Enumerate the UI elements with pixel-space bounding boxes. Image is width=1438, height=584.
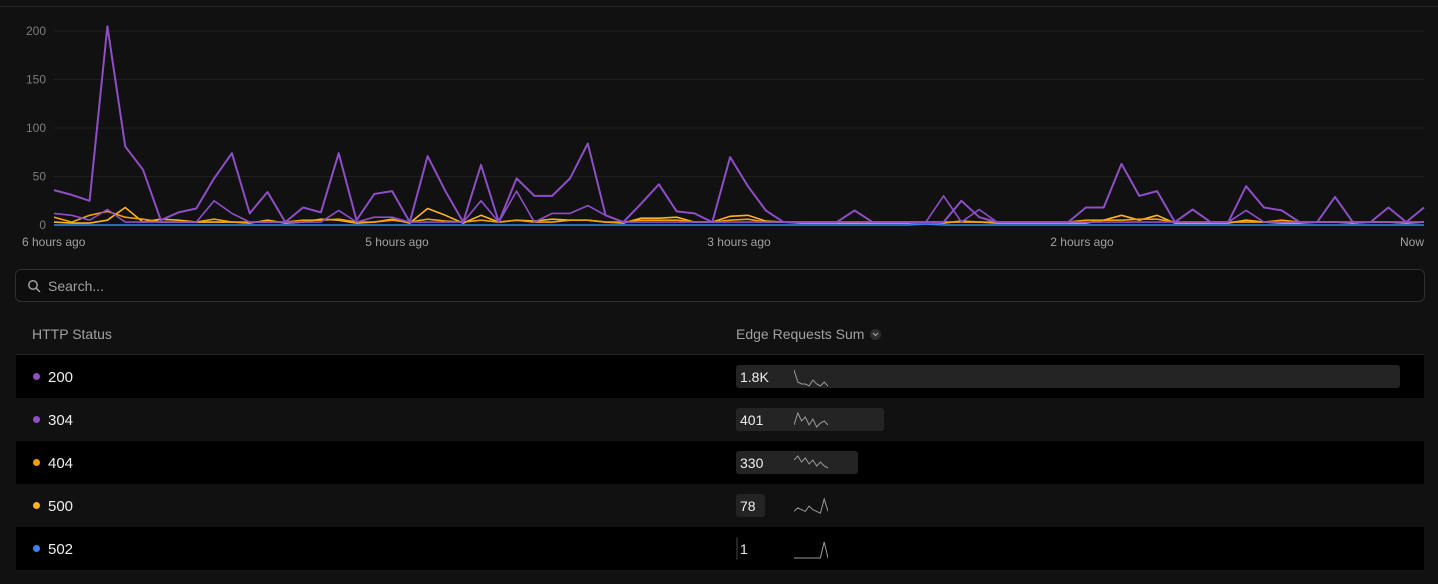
chart-series [53, 25, 1425, 226]
x-tick-label: 6 hours ago [22, 235, 86, 249]
requests-value: 1 [740, 541, 748, 557]
x-tick-label: 5 hours ago [365, 235, 429, 249]
requests-bar [736, 365, 1400, 388]
y-tick-label: 0 [39, 218, 46, 232]
sparkline [794, 497, 828, 514]
status-table: HTTP Status Edge Requests Sum 200 1.8K 304… [16, 312, 1424, 570]
y-tick-label: 200 [26, 24, 46, 38]
sparkline [794, 541, 828, 559]
table-header: HTTP Status Edge Requests Sum [16, 312, 1424, 355]
y-tick-label: 150 [26, 73, 46, 87]
table-row[interactable]: 502 1 [16, 527, 1424, 570]
sparkline-path [794, 411, 828, 428]
requests-line-chart: 200 150 100 50 0 6 hours ago 5 hours ago 3 hou… [22, 24, 1425, 249]
sort-chevron-down-icon[interactable] [870, 328, 882, 340]
requests-bar [736, 408, 884, 431]
series-line-304 [53, 190, 1424, 223]
series-line-502 [54, 223, 1424, 226]
column-header-label: Edge Requests Sum [736, 326, 865, 342]
search-input[interactable] [48, 270, 1408, 301]
sparkline [794, 369, 828, 387]
y-tick-label: 100 [26, 121, 46, 135]
requests-value: 330 [740, 455, 764, 471]
x-tick-label: 2 hours ago [1050, 235, 1114, 249]
http-status-code: 304 [48, 412, 74, 429]
sparkline-path [794, 369, 828, 387]
status-color-dot [33, 502, 40, 509]
table-body: 200 1.8K 304 401 404 330 500 78 502 1 [16, 355, 1424, 570]
http-status-code: 500 [48, 498, 74, 515]
http-status-code: 200 [48, 369, 74, 386]
requests-value: 1.8K [740, 369, 769, 385]
sparkline [794, 411, 828, 428]
requests-bar [736, 494, 765, 517]
requests-value: 78 [740, 498, 756, 514]
sparkline [794, 455, 828, 469]
column-header-edge-requests[interactable]: Edge Requests Sum [736, 326, 882, 342]
y-tick-label: 50 [33, 170, 47, 184]
status-color-dot [33, 373, 40, 380]
status-color-dot [33, 416, 40, 423]
table-row[interactable]: 200 1.8K [16, 355, 1424, 398]
x-tick-label: 3 hours ago [707, 235, 771, 249]
series-line-200 [53, 25, 1425, 224]
x-tick-label: Now [1400, 235, 1424, 249]
status-color-dot [33, 459, 40, 466]
status-color-dot [33, 545, 40, 552]
http-status-code: 502 [48, 541, 74, 558]
http-status-code: 404 [48, 455, 74, 472]
table-row[interactable]: 404 330 [16, 441, 1424, 484]
series-line-500 [53, 206, 1425, 224]
sparkline-path [794, 541, 828, 559]
column-header-http-status: HTTP Status [32, 326, 112, 342]
requests-bar [736, 537, 738, 560]
y-axis-ticks: 200 150 100 50 0 [26, 24, 46, 232]
search-box[interactable] [15, 269, 1425, 302]
requests-value: 401 [740, 412, 764, 428]
search-icon [28, 280, 41, 293]
table-row[interactable]: 500 78 [16, 484, 1424, 527]
sparkline-path [794, 497, 828, 514]
table-row[interactable]: 304 401 [16, 398, 1424, 441]
chart-grid [54, 30, 1424, 226]
top-divider [0, 6, 1438, 7]
sparkline-path [794, 455, 828, 469]
x-axis-ticks: 6 hours ago 5 hours ago 3 hours ago 2 hours… [22, 235, 1424, 249]
series-line-404 [53, 210, 1424, 223]
